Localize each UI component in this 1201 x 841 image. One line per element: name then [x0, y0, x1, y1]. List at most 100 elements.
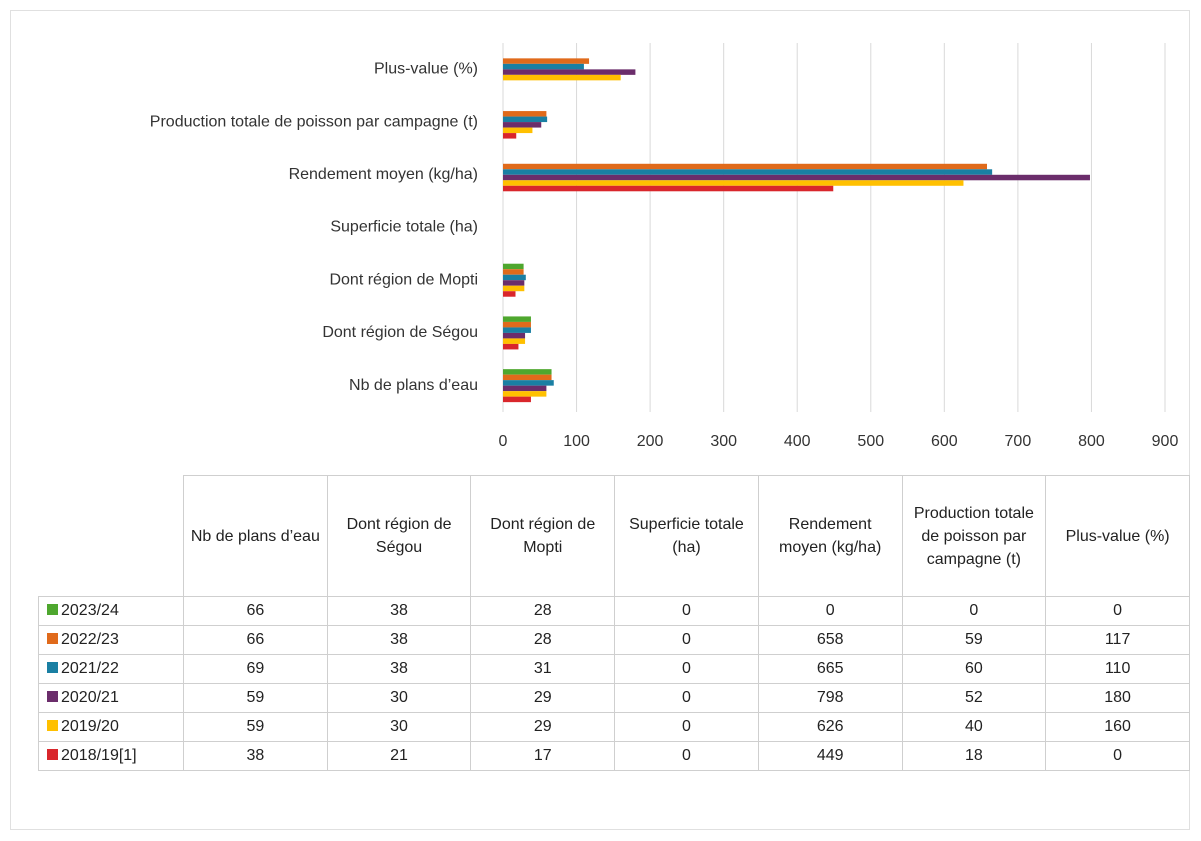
- column-header: Dont région de Ségou: [326, 475, 472, 597]
- bar: [503, 280, 525, 286]
- table-cell: 0: [757, 596, 903, 626]
- bar: [503, 185, 834, 192]
- legend-swatch: [47, 633, 58, 644]
- bar: [503, 169, 993, 175]
- bar: [503, 69, 636, 75]
- table-row: 2023/24 66 38 28 0 0 0 0: [38, 596, 1190, 626]
- category-label: Nb de plans d’eau: [349, 377, 478, 394]
- table-cell: 658: [757, 625, 903, 655]
- x-tick-label: 0: [499, 433, 508, 450]
- column-header: Dont région de Mopti: [470, 475, 616, 597]
- column-header: Rendement moyen (kg/ha): [757, 475, 903, 597]
- table-cell: 52: [901, 683, 1047, 713]
- bar: [503, 374, 552, 381]
- table-cell: 28: [470, 596, 616, 626]
- x-tick-label: 900: [1152, 433, 1179, 450]
- bar: [503, 369, 552, 375]
- table-cell: 110: [1045, 654, 1190, 684]
- table-cell: 0: [1045, 741, 1190, 771]
- bar: [503, 180, 964, 186]
- table-cell: 0: [614, 741, 759, 771]
- legend-label: 2021/22: [61, 660, 119, 677]
- legend-swatch: [47, 604, 58, 615]
- table-cell: 59: [183, 712, 328, 742]
- table-cell: 0: [614, 654, 759, 684]
- table-cell: 117: [1045, 625, 1190, 655]
- table-cell: 38: [326, 654, 472, 684]
- table-cell: 30: [326, 683, 472, 713]
- bar: [503, 263, 524, 270]
- bar: [503, 332, 526, 339]
- table-cell: 38: [183, 741, 328, 771]
- table-cell: 31: [470, 654, 616, 684]
- bar: [503, 116, 548, 123]
- legend-swatch: [47, 691, 58, 702]
- legend-label: 2023/24: [61, 602, 119, 619]
- legend-label: 2018/19[1]: [61, 747, 137, 764]
- table-cell: 17: [470, 741, 616, 771]
- table-row: 2019/20 59 30 29 0 626 40 160: [38, 712, 1190, 742]
- bar: [503, 274, 526, 281]
- frame: [10, 10, 1190, 830]
- table-row: 2020/21 59 30 29 0 798 52 180: [38, 683, 1190, 713]
- bar: [503, 343, 519, 350]
- bar: [503, 163, 987, 170]
- column-header: Plus-value (%): [1045, 475, 1190, 597]
- bar: [503, 338, 526, 344]
- table-cell: 0: [614, 683, 759, 713]
- category-label: Dont région de Mopti: [329, 271, 478, 288]
- table-cell: 60: [901, 654, 1047, 684]
- table-cell: 66: [183, 625, 328, 655]
- legend-cell: 2018/19[1]: [38, 741, 184, 771]
- bar: [503, 396, 531, 403]
- bar: [503, 385, 547, 392]
- column-header: Nb de plans d’eau: [183, 475, 328, 597]
- bar: [503, 380, 554, 386]
- table-cell: 66: [183, 596, 328, 626]
- bar: [503, 269, 524, 275]
- x-tick-label: 800: [1078, 433, 1105, 450]
- bar: [503, 133, 517, 139]
- bar: [503, 63, 584, 70]
- legend-cell: 2023/24: [38, 596, 184, 626]
- bar: [503, 111, 547, 117]
- x-tick-label: 100: [563, 433, 590, 450]
- bar: [503, 285, 525, 292]
- legend-cell: 2020/21: [38, 683, 184, 713]
- category-label: Dont région de Ségou: [322, 324, 478, 341]
- table-cell: 0: [614, 596, 759, 626]
- table-row: 2021/22 69 38 31 0 665 60 110: [38, 654, 1190, 684]
- column-header: Production totale de poisson par campagn…: [901, 475, 1047, 597]
- table-cell: 29: [470, 712, 616, 742]
- legend-label: 2019/20: [61, 718, 119, 735]
- bar: [503, 74, 621, 81]
- table-cell: 18: [901, 741, 1047, 771]
- legend-cell: 2021/22: [38, 654, 184, 684]
- column-header: Superficie totale (ha): [614, 475, 759, 597]
- table-cell: 0: [901, 596, 1047, 626]
- bar: [503, 316, 531, 322]
- table-cell: 626: [757, 712, 903, 742]
- corner: [38, 475, 184, 597]
- table-cell: 38: [326, 625, 472, 655]
- table-cell: 28: [470, 625, 616, 655]
- table-cell: 0: [614, 625, 759, 655]
- bar: [503, 321, 531, 328]
- bar: [503, 327, 531, 333]
- x-tick-label: 600: [931, 433, 958, 450]
- table-cell: 30: [326, 712, 472, 742]
- category-label: Production totale de poisson par campagn…: [150, 113, 478, 130]
- table-cell: 0: [1045, 596, 1190, 626]
- table-row: 2022/23 66 38 28 0 658 59 117: [38, 625, 1190, 655]
- legend-label: 2020/21: [61, 689, 119, 706]
- x-tick-label: 500: [857, 433, 884, 450]
- legend-cell: 2022/23: [38, 625, 184, 655]
- table-cell: 449: [757, 741, 903, 771]
- legend-cell: 2019/20: [38, 712, 184, 742]
- x-tick-label: 200: [637, 433, 664, 450]
- legend-swatch: [47, 662, 58, 673]
- table-cell: 665: [757, 654, 903, 684]
- legend-swatch: [47, 720, 58, 731]
